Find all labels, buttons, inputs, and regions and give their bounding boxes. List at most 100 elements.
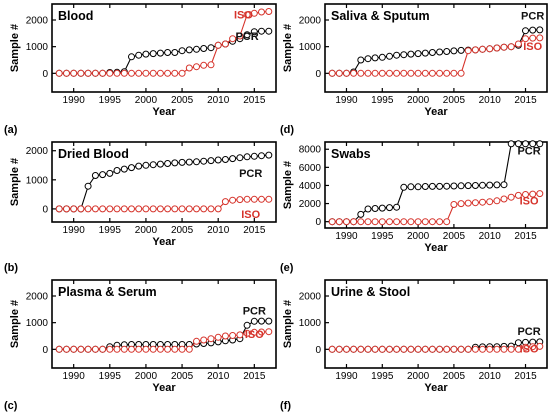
x-tick-label: 2010 (479, 95, 502, 106)
data-point-iso (185, 345, 193, 353)
data-point-pcr (142, 50, 150, 58)
data-point-pcr (243, 31, 251, 39)
data-point-iso (106, 345, 114, 353)
data-point-iso (350, 69, 358, 77)
data-point-iso (77, 345, 85, 353)
data-point-iso (142, 205, 150, 213)
x-tick-label: 2010 (207, 225, 230, 236)
data-point-iso (364, 218, 372, 226)
data-point-pcr (164, 160, 172, 167)
data-point-pcr (178, 158, 186, 166)
data-point-iso (350, 218, 358, 226)
data-point-pcr (221, 156, 229, 163)
data-point-iso (507, 43, 515, 51)
data-point-pcr (265, 27, 273, 35)
data-point-iso (243, 11, 251, 19)
data-point-iso (457, 345, 465, 353)
data-point-iso (243, 195, 251, 203)
data-point-pcr (386, 204, 393, 212)
data-point-iso (343, 69, 350, 77)
data-point-iso (400, 345, 408, 353)
x-tick-label: 2015 (514, 231, 537, 242)
data-point-iso (407, 345, 415, 353)
data-point-iso (343, 345, 350, 353)
panel-label: (f) (280, 400, 291, 412)
data-point-iso (185, 64, 193, 72)
data-point-iso (428, 345, 436, 353)
data-point-iso (164, 345, 172, 353)
panel-label: (b) (4, 262, 18, 274)
data-point-pcr (128, 53, 135, 61)
data-point-iso (436, 218, 444, 226)
y-tick-label: 0 (42, 345, 48, 356)
data-point-iso (55, 205, 63, 213)
x-tick-label: 2010 (479, 371, 502, 382)
data-point-pcr (450, 182, 458, 190)
x-tick-label: 2005 (171, 225, 194, 236)
data-point-iso (500, 43, 508, 51)
data-point-iso (185, 205, 193, 213)
x-tick-label: 2005 (443, 231, 466, 242)
x-tick-label: 2000 (135, 95, 158, 106)
data-point-iso (55, 345, 63, 353)
series-label-iso: ISO (523, 41, 542, 53)
x-tick-label: 2015 (243, 225, 266, 236)
data-point-iso (200, 61, 208, 69)
series-label-pcr: PCR (243, 306, 266, 318)
data-point-iso (364, 345, 372, 353)
data-point-pcr (250, 317, 258, 325)
data-point-iso (357, 218, 365, 226)
data-point-iso (407, 69, 415, 77)
data-point-iso (428, 218, 436, 226)
y-tick-label: 2000 (299, 292, 322, 303)
data-point-iso (135, 345, 143, 353)
x-tick-label: 2010 (479, 231, 502, 242)
series-label-iso: ISO (520, 344, 539, 356)
data-point-pcr (428, 182, 436, 190)
y-tick-label: 0 (42, 69, 48, 80)
data-point-pcr (120, 165, 128, 173)
data-point-iso (149, 205, 157, 213)
x-tick-label: 1990 (63, 371, 86, 382)
data-point-iso (393, 69, 401, 77)
y-tick-label: 1000 (299, 318, 322, 329)
data-point-pcr (457, 46, 465, 54)
data-point-iso (386, 345, 393, 353)
data-point-iso (229, 196, 237, 204)
data-point-iso (428, 69, 436, 77)
x-axis-label: Year (152, 382, 176, 394)
x-tick-label: 2015 (243, 95, 266, 106)
x-tick-label: 1990 (335, 231, 358, 242)
x-tick-label: 1990 (335, 95, 358, 106)
data-point-pcr (99, 171, 107, 179)
data-point-iso (214, 41, 222, 49)
y-tick-label: 8000 (299, 145, 322, 156)
data-point-iso (536, 342, 544, 350)
data-point-iso (414, 345, 422, 353)
x-tick-label: 2000 (135, 225, 158, 236)
data-point-iso (63, 69, 70, 77)
data-point-pcr (393, 51, 401, 59)
data-point-iso (258, 8, 265, 16)
data-point-iso (55, 69, 63, 77)
panel-label: (d) (280, 124, 294, 136)
data-point-pcr (493, 181, 501, 189)
data-point-iso (207, 205, 215, 213)
x-tick-label: 2010 (207, 95, 230, 106)
data-point-iso (414, 218, 422, 226)
data-point-iso (149, 345, 157, 353)
data-point-iso (171, 205, 179, 213)
data-point-pcr (522, 27, 529, 35)
data-point-iso (229, 35, 237, 43)
data-point-pcr (357, 210, 365, 218)
data-point-iso (514, 40, 522, 48)
data-point-pcr (529, 26, 537, 34)
y-axis-label: Sample # (9, 300, 21, 348)
data-point-iso (265, 8, 273, 15)
data-point-pcr (178, 47, 186, 55)
data-point-iso (357, 69, 365, 77)
panel-title: Saliva & Sputum (331, 9, 430, 23)
data-point-iso (171, 345, 179, 353)
data-point-pcr (243, 321, 251, 329)
